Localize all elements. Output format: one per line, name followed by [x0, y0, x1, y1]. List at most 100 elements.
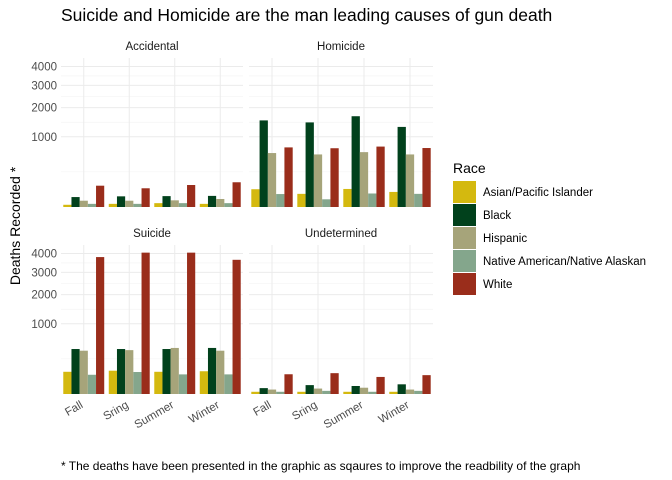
- bar-homicide-fall-white: [284, 147, 293, 207]
- bar-homicide-winter-asian-pacific-islander: [389, 191, 398, 207]
- bar-suicide-summer-black: [162, 349, 171, 394]
- legend-key-black: [453, 204, 476, 226]
- bar-homicide-sring-black: [305, 122, 314, 207]
- facet-title-undetermined: Undetermined: [305, 228, 377, 240]
- facet-title-accidental: Accidental: [125, 41, 178, 53]
- bar-suicide-fall-native-american-native-alaskan: [87, 374, 97, 394]
- bar-undetermined-winter-asian-pacific-islander: [389, 391, 398, 394]
- bar-undetermined-summer-black: [351, 385, 360, 394]
- bar-accidental-fall-native-american-native-alaskan: [87, 203, 97, 207]
- bar-accidental-sring-native-american-native-alaskan: [133, 203, 142, 207]
- legend-key-asian-pacific-islander: [453, 181, 476, 203]
- chart-caption: * The deaths have been presented in the …: [61, 459, 581, 473]
- bar-suicide-sring-hispanic: [125, 350, 134, 394]
- legend-key-native-american-native-alaskan: [453, 250, 476, 272]
- bar-accidental-sring-asian-pacific-islander: [108, 203, 117, 207]
- bar-accidental-winter-hispanic: [216, 198, 225, 207]
- legend-label-hispanic: Hispanic: [483, 233, 527, 245]
- bar-accidental-summer-native-american-native-alaskan: [178, 203, 188, 207]
- bar-accidental-fall-black: [71, 197, 80, 207]
- x-tick-label: Sring: [290, 399, 319, 423]
- bar-undetermined-fall-asian-pacific-islander: [251, 391, 260, 394]
- bar-suicide-fall-black: [71, 349, 80, 394]
- legend-title: Race: [453, 160, 486, 176]
- bar-homicide-winter-white: [422, 148, 431, 207]
- bar-homicide-fall-asian-pacific-islander: [251, 189, 260, 207]
- bar-accidental-sring-hispanic: [125, 200, 134, 207]
- bar-undetermined-summer-asian-pacific-islander: [343, 391, 352, 394]
- bar-accidental-winter-black: [207, 195, 217, 207]
- bar-accidental-sring-black: [116, 196, 126, 207]
- bar-suicide-summer-native-american-native-alaskan: [178, 374, 188, 394]
- bar-accidental-summer-hispanic: [170, 200, 179, 207]
- bar-undetermined-sring-black: [305, 385, 314, 394]
- x-tick-label: Sring: [101, 399, 130, 423]
- legend-label-native-american-native-alaskan: Native American/Native Alaskan: [483, 256, 646, 268]
- legend-label-white: White: [483, 279, 512, 291]
- bar-undetermined-summer-native-american-native-alaskan: [368, 391, 377, 394]
- x-tick-label: Winter: [187, 399, 222, 426]
- y-tick-label: 1000: [31, 132, 57, 144]
- x-tick-label: Summer: [133, 399, 177, 431]
- bar-undetermined-summer-hispanic: [359, 387, 369, 394]
- bar-homicide-sring-hispanic: [313, 154, 323, 207]
- bar-homicide-summer-black: [351, 116, 360, 207]
- bar-undetermined-fall-black: [259, 388, 268, 394]
- y-tick-label: 4000: [31, 249, 57, 261]
- bar-undetermined-fall-hispanic: [267, 389, 277, 394]
- bar-suicide-sring-native-american-native-alaskan: [133, 372, 142, 394]
- bar-accidental-sring-white: [141, 188, 150, 207]
- x-tick-label: Winter: [377, 399, 412, 426]
- bar-homicide-fall-hispanic: [267, 153, 277, 207]
- y-tick-label: 3000: [31, 80, 57, 92]
- facet-title-homicide: Homicide: [317, 41, 365, 53]
- bar-undetermined-sring-white: [330, 373, 339, 394]
- bar-undetermined-sring-asian-pacific-islander: [297, 391, 306, 394]
- bar-undetermined-sring-hispanic: [313, 388, 323, 394]
- bar-undetermined-summer-white: [376, 376, 385, 394]
- x-tick-label: Fall: [63, 399, 85, 419]
- bar-accidental-winter-native-american-native-alaskan: [224, 203, 233, 207]
- bar-homicide-winter-hispanic: [405, 154, 415, 207]
- x-tick-label: Summer: [322, 399, 366, 431]
- bar-homicide-sring-white: [330, 148, 339, 207]
- bar-suicide-winter-white: [232, 259, 241, 394]
- bar-homicide-summer-hispanic: [359, 152, 369, 207]
- bar-suicide-sring-asian-pacific-islander: [108, 370, 117, 394]
- bar-undetermined-winter-hispanic: [405, 389, 415, 394]
- bar-undetermined-fall-native-american-native-alaskan: [276, 391, 285, 394]
- y-tick-label: 1000: [31, 319, 57, 331]
- legend-key-white: [453, 273, 476, 295]
- x-tick-label: Fall: [251, 399, 273, 419]
- facet-title-suicide: Suicide: [133, 228, 171, 240]
- bar-accidental-winter-asian-pacific-islander: [199, 203, 208, 207]
- bar-homicide-winter-black: [397, 126, 406, 207]
- bar-accidental-fall-white: [96, 185, 105, 207]
- bar-suicide-winter-native-american-native-alaskan: [224, 374, 233, 394]
- bar-undetermined-winter-native-american-native-alaskan: [414, 390, 423, 394]
- bar-suicide-summer-asian-pacific-islander: [154, 371, 163, 394]
- bar-homicide-winter-native-american-native-alaskan: [414, 193, 423, 207]
- bar-suicide-winter-hispanic: [216, 350, 225, 394]
- bar-accidental-fall-hispanic: [79, 200, 88, 207]
- bar-suicide-sring-white: [141, 252, 150, 394]
- bar-suicide-summer-hispanic: [170, 347, 179, 394]
- bar-accidental-summer-black: [162, 196, 171, 207]
- bar-accidental-summer-white: [187, 185, 196, 207]
- bar-suicide-sring-black: [116, 349, 126, 394]
- bar-homicide-sring-native-american-native-alaskan: [322, 199, 331, 207]
- bar-suicide-winter-asian-pacific-islander: [199, 371, 208, 394]
- bar-undetermined-winter-white: [422, 375, 431, 394]
- bar-undetermined-fall-white: [284, 374, 293, 394]
- y-tick-label: 2000: [31, 103, 57, 115]
- chart-title: Suicide and Homicide are the man leading…: [61, 5, 553, 25]
- bar-accidental-fall-asian-pacific-islander: [63, 204, 72, 207]
- bar-undetermined-sring-native-american-native-alaskan: [322, 390, 331, 394]
- bar-homicide-summer-white: [376, 146, 385, 207]
- bar-suicide-fall-hispanic: [79, 350, 88, 394]
- bar-suicide-winter-black: [207, 347, 217, 394]
- bar-homicide-fall-native-american-native-alaskan: [276, 194, 285, 207]
- bar-homicide-summer-native-american-native-alaskan: [368, 193, 377, 207]
- bar-suicide-fall-asian-pacific-islander: [63, 371, 72, 394]
